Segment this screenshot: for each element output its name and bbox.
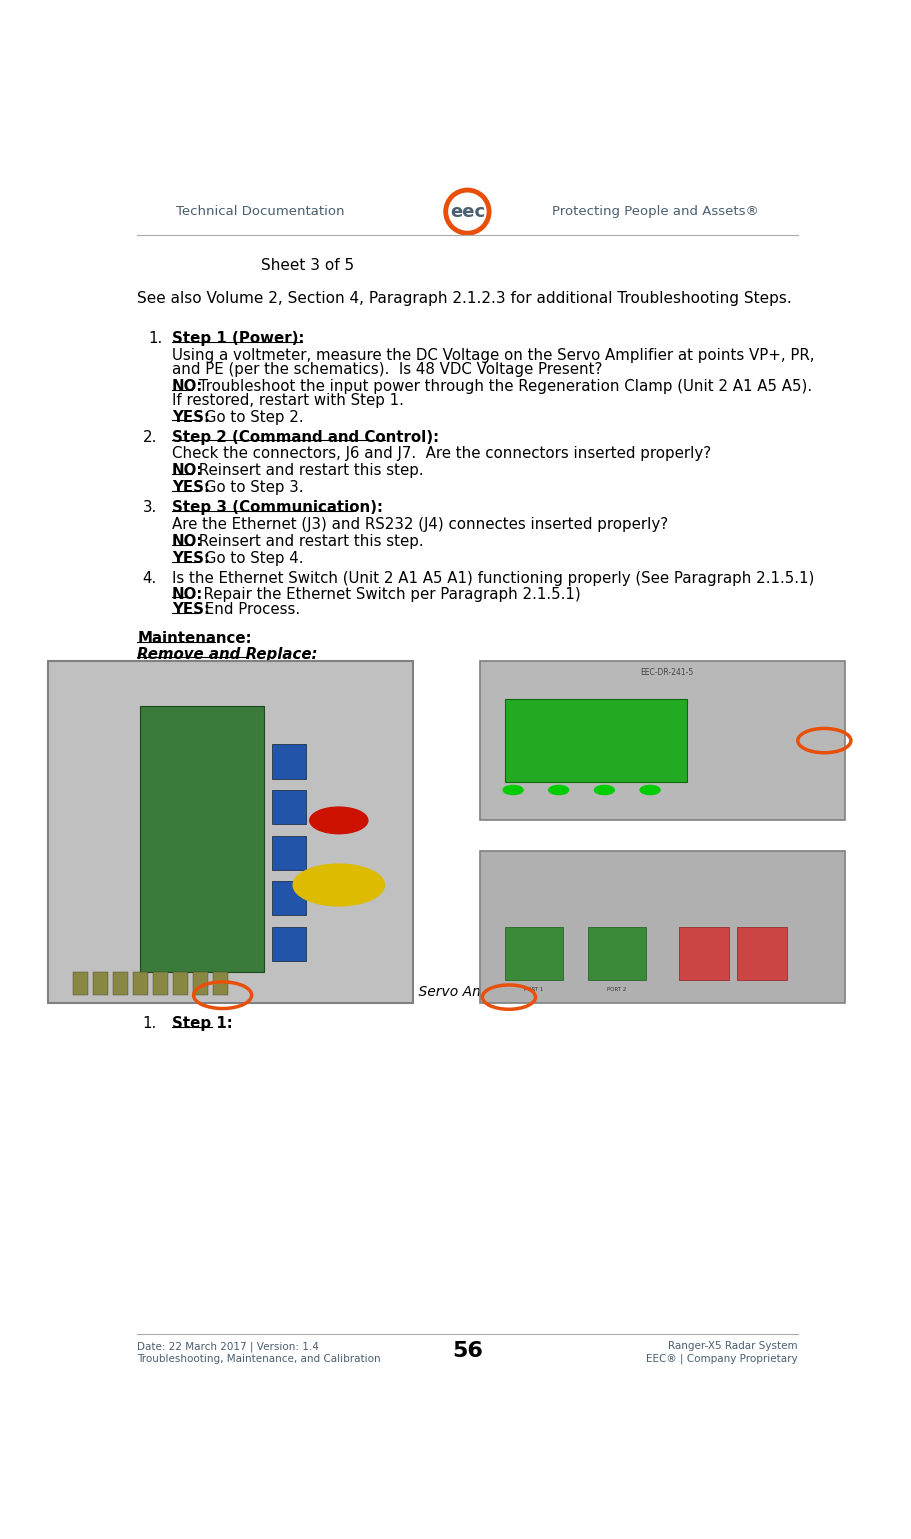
FancyBboxPatch shape	[93, 973, 107, 996]
Text: 2.: 2.	[142, 429, 157, 445]
FancyBboxPatch shape	[505, 699, 687, 782]
FancyBboxPatch shape	[479, 851, 844, 1003]
Text: YES:: YES:	[172, 602, 210, 617]
Circle shape	[292, 863, 384, 906]
Text: PORT 1: PORT 1	[524, 988, 543, 993]
Text: Sheet 3 of 5: Sheet 3 of 5	[261, 259, 354, 272]
Text: If restored, restart with Step 1.: If restored, restart with Step 1.	[172, 392, 404, 408]
Text: Go to Step 2.: Go to Step 2.	[200, 409, 303, 425]
Text: Check the connectors, J6 and J7.  Are the connectors inserted properly?: Check the connectors, J6 and J7. Are the…	[172, 446, 711, 462]
Text: Step 2 (Command and Control):: Step 2 (Command and Control):	[172, 429, 438, 445]
Text: 1.: 1.	[148, 331, 162, 346]
Text: EEC-DR-241-5: EEC-DR-241-5	[640, 668, 692, 677]
Text: NO:: NO:	[172, 463, 203, 479]
Text: YES:: YES:	[172, 409, 210, 425]
Text: End Process.: End Process.	[200, 602, 300, 617]
Circle shape	[548, 785, 568, 794]
FancyBboxPatch shape	[73, 973, 88, 996]
FancyBboxPatch shape	[192, 973, 208, 996]
Text: Ranger-X5 Radar System: Ranger-X5 Radar System	[667, 1340, 797, 1351]
Text: Maintenance:: Maintenance:	[137, 631, 251, 646]
FancyBboxPatch shape	[133, 973, 148, 996]
Text: Step 1:: Step 1:	[172, 1016, 232, 1031]
FancyBboxPatch shape	[153, 973, 168, 996]
FancyBboxPatch shape	[505, 926, 562, 980]
Text: EEC® | Company Proprietary: EEC® | Company Proprietary	[645, 1353, 797, 1364]
FancyBboxPatch shape	[212, 973, 228, 996]
FancyBboxPatch shape	[272, 882, 305, 916]
Text: Troubleshooting, Maintenance, and Calibration: Troubleshooting, Maintenance, and Calibr…	[137, 1353, 381, 1364]
Text: Is the Ethernet Switch (Unit 2 A1 A5 A1) functioning properly (See Paragraph 2.1: Is the Ethernet Switch (Unit 2 A1 A5 A1)…	[172, 571, 814, 586]
Text: Go to Step 3.: Go to Step 3.	[200, 480, 303, 496]
FancyBboxPatch shape	[48, 660, 413, 1003]
Text: Step 3 (Communication):: Step 3 (Communication):	[172, 500, 383, 516]
Text: NO:: NO:	[172, 379, 203, 394]
Text: Reinsert and restart this step.: Reinsert and restart this step.	[194, 463, 423, 479]
Text: 1.: 1.	[142, 1016, 157, 1031]
Text: Are the Ethernet (J3) and RS232 (J4) connectes inserted properly?: Are the Ethernet (J3) and RS232 (J4) con…	[172, 517, 668, 532]
FancyBboxPatch shape	[679, 926, 728, 980]
Text: Reinsert and restart this step.: Reinsert and restart this step.	[194, 534, 423, 549]
FancyBboxPatch shape	[113, 973, 128, 996]
Text: Troubleshoot the input power through the Regeneration Clamp (Unit 2 A1 A5 A5).: Troubleshoot the input power through the…	[194, 379, 811, 394]
FancyBboxPatch shape	[272, 926, 305, 960]
Text: Figure 16. Servo Amplifier Removal: Figure 16. Servo Amplifier Removal	[343, 985, 590, 999]
Text: Technical Documentation: Technical Documentation	[176, 205, 344, 219]
Text: PORT 2: PORT 2	[607, 988, 626, 993]
Text: YES:: YES:	[172, 480, 210, 496]
Text: eec: eec	[449, 203, 485, 220]
Text: Go to Step 4.: Go to Step 4.	[200, 551, 303, 566]
FancyBboxPatch shape	[272, 790, 305, 825]
FancyBboxPatch shape	[172, 973, 188, 996]
Text: Protecting People and Assets®: Protecting People and Assets®	[551, 205, 758, 219]
Circle shape	[503, 785, 523, 794]
Text: 4.: 4.	[142, 571, 157, 586]
Text: Step 1 (Power):: Step 1 (Power):	[172, 331, 304, 346]
Circle shape	[594, 785, 614, 794]
Text: Remove and Replace:: Remove and Replace:	[137, 646, 317, 662]
Circle shape	[640, 785, 660, 794]
Text: and PE (per the schematics).  Is 48 VDC Voltage Present?: and PE (per the schematics). Is 48 VDC V…	[172, 362, 602, 377]
Text: Date: 22 March 2017 | Version: 1.4: Date: 22 March 2017 | Version: 1.4	[137, 1340, 319, 1351]
Text: 3.: 3.	[142, 500, 157, 516]
Text: Repair the Ethernet Switch per Paragraph 2.1.5.1): Repair the Ethernet Switch per Paragraph…	[194, 586, 580, 602]
Text: Using a voltmeter, measure the DC Voltage on the Servo Amplifier at points VP+, : Using a voltmeter, measure the DC Voltag…	[172, 348, 814, 363]
Text: NO:: NO:	[172, 586, 203, 602]
FancyBboxPatch shape	[479, 660, 844, 820]
Text: See also Volume 2, Section 4, Paragraph 2.1.2.3 for additional Troubleshooting S: See also Volume 2, Section 4, Paragraph …	[137, 291, 791, 306]
FancyBboxPatch shape	[588, 926, 645, 980]
Circle shape	[310, 806, 367, 834]
FancyBboxPatch shape	[736, 926, 786, 980]
FancyBboxPatch shape	[272, 745, 305, 779]
FancyBboxPatch shape	[272, 836, 305, 870]
Text: 56: 56	[452, 1340, 482, 1360]
Text: NO:: NO:	[172, 534, 203, 549]
Text: YES:: YES:	[172, 551, 210, 566]
FancyBboxPatch shape	[139, 706, 264, 973]
